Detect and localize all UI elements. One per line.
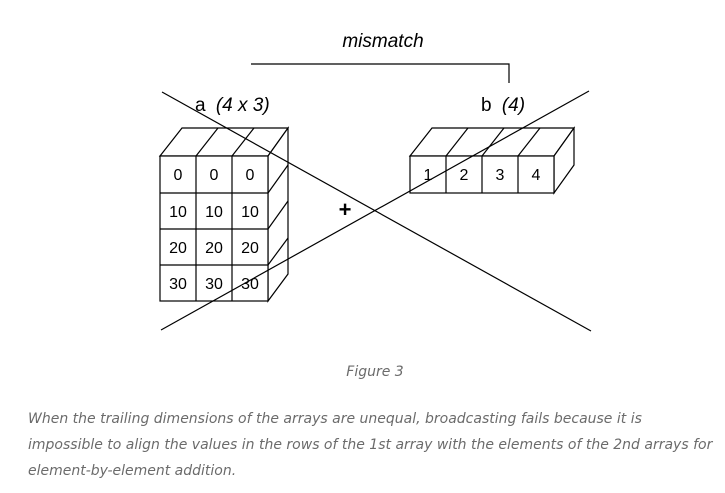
array-a-shape: (4 x 3) [216,95,270,116]
array-b-cells: 1 2 3 4 [424,167,541,184]
array-a-cell: 20 [205,240,223,257]
array-b-block [408,126,576,195]
array-a-cell: 30 [205,276,223,293]
array-a-cell: 0 [174,167,183,184]
array-b-cell: 2 [460,167,469,184]
array-a-cell: 10 [169,204,187,221]
plus-operator: + [339,197,352,222]
array-a-block [158,126,290,303]
array-a-label: a (4 x 3) [195,95,270,116]
array-b-label: b (4) [481,95,525,116]
figure-description: When the trailing dimensions of the arra… [28,411,713,479]
array-b-shape: (4) [502,95,525,116]
array-b-cell: 4 [532,167,541,184]
array-b-top-face [408,127,576,157]
array-a-cells: 0 0 0 10 10 10 20 20 20 30 30 30 [169,167,259,293]
mismatch-bracket [251,63,510,83]
array-a-cell: 0 [210,167,219,184]
array-a-name: a [195,95,206,116]
array-b-name: b [481,95,492,116]
array-a-cell: 30 [241,276,259,293]
broadcasting-mismatch-diagram: mismatch a (4 x 3) b (4) 0 0 0 10 10 10 [158,31,592,332]
array-a-cell: 10 [241,204,259,221]
array-a-cell: 10 [205,204,223,221]
array-a-cell: 30 [169,276,187,293]
cross-line-descending [161,91,592,332]
mismatch-label: mismatch [342,31,423,52]
array-a-cell: 20 [241,240,259,257]
array-b-cell: 1 [424,167,433,184]
array-b-cell: 3 [496,167,505,184]
cross-line-ascending [160,90,590,331]
array-a-cell: 0 [246,167,255,184]
figure-caption: Figure 3 [346,364,404,380]
array-a-cell: 20 [169,240,187,257]
